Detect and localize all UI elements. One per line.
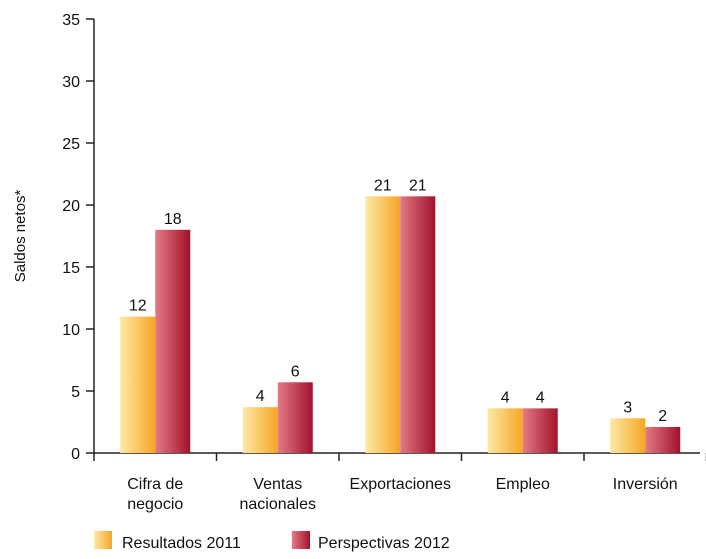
y-tick-label: 10 [62,322,80,339]
legend-label: Perspectivas 2012 [318,535,450,552]
category-label: Ventas [253,476,302,493]
category-label: nacionales [240,496,317,513]
bars [120,196,681,453]
category-label: Exportaciones [350,476,451,493]
category-label: Inversión [613,476,678,493]
bar-perspectivas-2012-3 [522,408,558,453]
bar-resultados-2011-3 [487,408,523,453]
y-tick-label: 30 [62,74,80,91]
data-label: 12 [129,298,147,315]
y-tick-label: 5 [71,384,80,401]
data-label: 4 [256,388,265,405]
bar-perspectivas-2012-4 [645,426,681,453]
bar-perspectivas-2012-1 [277,382,313,453]
axes: 0 5 10 15 20 25 30 35 Saldos netos* [12,12,706,463]
category-label: Cifra de [127,476,183,493]
data-label: 18 [164,211,182,228]
bar-perspectivas-2012-2 [400,196,436,453]
legend-swatch [94,531,112,549]
y-tick-label: 15 [62,260,80,277]
data-label: 21 [374,177,392,194]
y-tick-label: 20 [62,198,80,215]
data-label: 21 [409,177,427,194]
category-label: negocio [127,496,183,513]
bar-resultados-2011-0 [120,316,156,453]
y-axis-title: Saldos netos* [12,190,29,283]
data-label: 6 [291,363,300,380]
bar-resultados-2011-2 [365,196,401,453]
data-label: 3 [623,399,632,416]
bar-perspectivas-2012-0 [155,229,191,453]
bar-resultados-2011-4 [610,418,646,453]
labels: 12 18 Cifra de negocio 4 6 Ventas nacionales 21 2… [127,177,677,513]
category-label: Empleo [496,476,550,493]
y-tick-label: 0 [71,446,80,463]
data-label: 4 [536,389,545,406]
legend-swatch [292,531,310,549]
legend: Resultados 2011 Perspectivas 2012 [94,531,450,552]
bar-resultados-2011-1 [242,407,278,453]
y-tick-label: 25 [62,136,80,153]
data-label: 2 [658,408,667,425]
data-label: 4 [501,389,510,406]
y-tick-label: 35 [62,12,80,29]
legend-label: Resultados 2011 [122,535,241,552]
